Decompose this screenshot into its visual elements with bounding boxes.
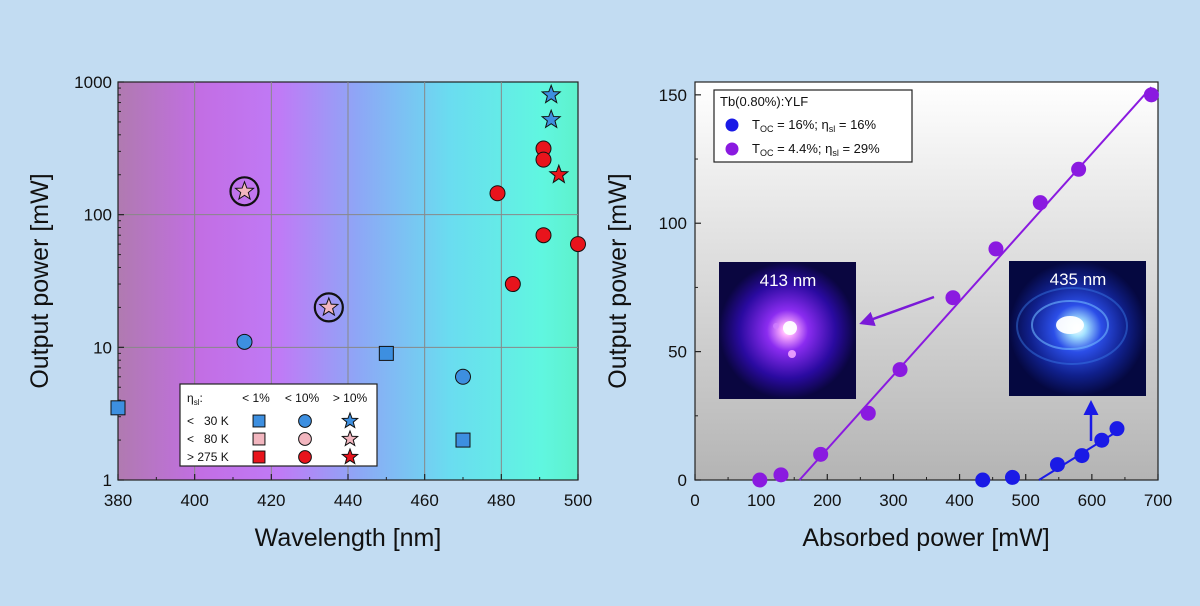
data-point-star xyxy=(234,180,255,201)
right-y-tick-label: 100 xyxy=(659,214,687,233)
data-point-circle xyxy=(455,368,471,385)
inset-435-label: 435 nm xyxy=(1050,270,1107,289)
right-axis-ticks: 0 100 200 300 400 500 600 700 0 50 100 150 xyxy=(659,86,1173,510)
legend-purple-marker xyxy=(725,142,739,156)
legend-blue-marker xyxy=(725,118,739,132)
legend-row-275k: > 275 K xyxy=(187,450,229,464)
data-point-series-1 xyxy=(773,467,789,483)
inset-413nm: 413 nm xyxy=(719,262,856,399)
data-point-square xyxy=(378,345,394,361)
left-x-tick-label: 460 xyxy=(410,491,438,510)
data-point-series-0 xyxy=(1074,448,1090,464)
right-x-tick-label: 200 xyxy=(813,491,841,510)
legend-markers xyxy=(252,411,360,465)
legend-col-3: > 10% xyxy=(333,391,368,405)
right-data-points xyxy=(752,87,1159,488)
right-y-axis-label: Output power [mW] xyxy=(604,173,632,388)
legend-eta-title: ηsl: xyxy=(187,391,203,407)
left-chart: 380 400 420 440 460 480 500 1 10 100 1000 Waveleng… xyxy=(26,73,592,552)
left-y-tick-label: 1 xyxy=(103,471,112,490)
legend-purple-text: TOC = 4.4%; ηsl = 29% xyxy=(752,141,880,158)
right-x-tick-label: 500 xyxy=(1012,491,1040,510)
data-point-circle xyxy=(236,333,253,350)
right-chart: 0 100 200 300 400 500 600 700 0 50 100 150 Tb(0.80%… xyxy=(604,81,1173,552)
data-point-square xyxy=(455,432,471,448)
legend-blue-text: TOC = 16%; ηsl = 16% xyxy=(752,117,877,134)
left-x-axis-label: Wavelength [nm] xyxy=(255,524,442,552)
data-point-circle xyxy=(489,185,506,202)
fit-line-series-1 xyxy=(798,86,1153,481)
data-point-series-0 xyxy=(1109,421,1125,437)
right-x-tick-label: 0 xyxy=(690,491,699,510)
left-x-tick-label: 380 xyxy=(104,491,132,510)
data-point-circle xyxy=(504,276,521,293)
right-x-tick-label: 700 xyxy=(1144,491,1172,510)
inset-413-label: 413 nm xyxy=(760,271,817,290)
right-legend: Tb(0.80%):YLF TOC = 16%; ηsl = 16% TOC =… xyxy=(713,89,913,163)
data-point-series-1 xyxy=(1143,87,1159,103)
data-point-series-1 xyxy=(892,362,908,378)
legend-marker-star xyxy=(340,429,360,447)
left-data-points xyxy=(110,83,586,448)
right-x-axis-label: Absorbed power [mW] xyxy=(802,524,1049,552)
right-x-tick-label: 600 xyxy=(1078,491,1106,510)
left-axis-ticks: 380 400 420 440 460 480 500 1 10 100 1000 xyxy=(74,73,592,510)
legend-col-2: < 10% xyxy=(285,391,320,405)
legend-row-30k: < 30 K xyxy=(187,414,229,428)
data-point-star xyxy=(548,163,570,184)
highlight-ring xyxy=(313,292,344,323)
right-y-tick-label: 50 xyxy=(668,343,687,362)
legend-marker-circle xyxy=(298,432,312,446)
right-y-tick-label: 150 xyxy=(659,86,687,105)
left-x-tick-label: 500 xyxy=(564,491,592,510)
left-y-axis-label: Output power [mW] xyxy=(26,173,54,388)
data-point-series-0 xyxy=(975,472,991,488)
data-point-star xyxy=(318,296,340,317)
left-legend: ηsl: < 1% < 10% > 10% < 30 K < 80 K > 27… xyxy=(179,383,378,467)
data-point-series-1 xyxy=(1032,195,1048,211)
data-point-circle xyxy=(535,151,552,168)
right-x-tick-label: 300 xyxy=(879,491,907,510)
left-y-tick-label: 100 xyxy=(84,206,112,225)
purple-arrow xyxy=(859,295,935,326)
legend-marker-circle xyxy=(298,450,312,464)
legend-marker-circle xyxy=(298,414,312,428)
data-point-square xyxy=(110,400,126,416)
data-point-circle xyxy=(535,227,552,244)
legend-marker-square xyxy=(252,432,266,446)
right-x-tick-label: 100 xyxy=(747,491,775,510)
data-point-series-0 xyxy=(1049,457,1065,473)
legend-marker-square xyxy=(252,414,266,428)
left-x-tick-label: 440 xyxy=(334,491,362,510)
left-x-tick-label: 480 xyxy=(487,491,515,510)
legend-marker-star xyxy=(340,411,360,429)
data-point-series-0 xyxy=(1004,469,1020,485)
legend-row-80k: < 80 K xyxy=(187,432,229,446)
data-point-series-1 xyxy=(988,241,1004,257)
left-y-tick-label: 1000 xyxy=(74,73,112,92)
data-point-series-1 xyxy=(1071,161,1087,177)
data-point-series-1 xyxy=(813,446,829,462)
left-x-tick-label: 400 xyxy=(180,491,208,510)
highlight-ring xyxy=(229,176,260,207)
left-y-tick-label: 10 xyxy=(93,338,112,357)
legend-col-1: < 1% xyxy=(242,391,270,405)
data-point-star xyxy=(540,83,562,104)
legend-marker-square xyxy=(252,450,266,464)
legend-marker-star xyxy=(340,447,360,465)
data-point-circle xyxy=(570,236,586,253)
right-x-tick-label: 400 xyxy=(945,491,973,510)
data-point-series-0 xyxy=(1094,432,1110,448)
data-point-series-1 xyxy=(752,472,768,488)
right-y-tick-label: 0 xyxy=(678,471,687,490)
data-point-series-1 xyxy=(945,290,961,306)
left-x-tick-label: 420 xyxy=(257,491,285,510)
inset-435nm: 435 nm xyxy=(1009,261,1146,396)
data-point-star xyxy=(540,108,562,129)
data-point-series-1 xyxy=(860,405,876,421)
right-legend-title: Tb(0.80%):YLF xyxy=(720,94,808,109)
